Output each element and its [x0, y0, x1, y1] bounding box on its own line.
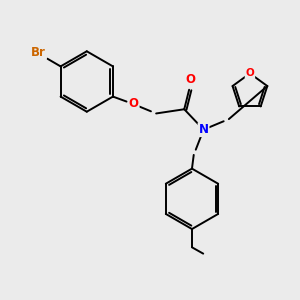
Text: Br: Br [31, 46, 46, 59]
Text: O: O [186, 73, 196, 86]
Text: N: N [199, 123, 208, 136]
Text: O: O [246, 68, 254, 78]
Text: O: O [129, 97, 139, 110]
